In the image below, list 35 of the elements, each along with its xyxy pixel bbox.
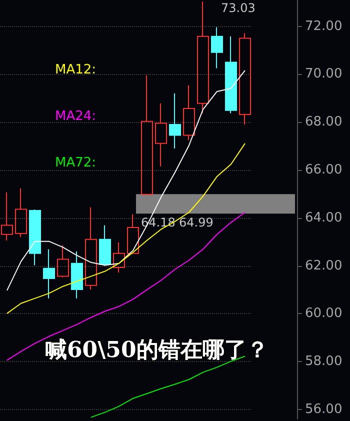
candlestick (211, 26, 223, 69)
candlestick (127, 214, 139, 254)
candlestick (141, 74, 153, 195)
annotation: 64.99 (179, 216, 214, 230)
line-series (6, 142, 246, 314)
candlestick (197, 1, 209, 114)
y-tick-label: 72.00 (305, 18, 342, 34)
candlestick (99, 224, 111, 266)
candlestick (29, 209, 41, 266)
text: 喊60\50的错在哪了？ (45, 337, 268, 363)
text: MA72: (55, 156, 96, 170)
y-tick-label: 66.00 (305, 162, 342, 178)
text: MA24: (55, 109, 96, 124)
y-tick-label: 62.00 (305, 258, 342, 274)
candlestick (43, 248, 55, 299)
candlestick (71, 250, 83, 299)
y-tick-label: 70.00 (305, 66, 342, 82)
candlestick (57, 244, 69, 278)
y-tick-label: 68.00 (305, 114, 342, 130)
candlestick (183, 84, 195, 141)
candlestick (15, 188, 27, 238)
y-tick-label: 64.00 (305, 210, 342, 226)
candlestick (113, 242, 125, 273)
candlestick (155, 102, 167, 167)
candlestick (225, 36, 237, 114)
line-series (6, 212, 246, 361)
y-tick-label: 56.00 (305, 402, 342, 417)
y-tick-label: 60.00 (305, 306, 342, 322)
candlestick (1, 192, 13, 241)
candlestick (239, 32, 251, 126)
candlestick (169, 92, 181, 149)
y-tick-label: 58.00 (305, 354, 342, 370)
text: MA12: (55, 62, 96, 78)
annotation: 73.03 (221, 1, 256, 15)
candlestick (85, 206, 97, 290)
